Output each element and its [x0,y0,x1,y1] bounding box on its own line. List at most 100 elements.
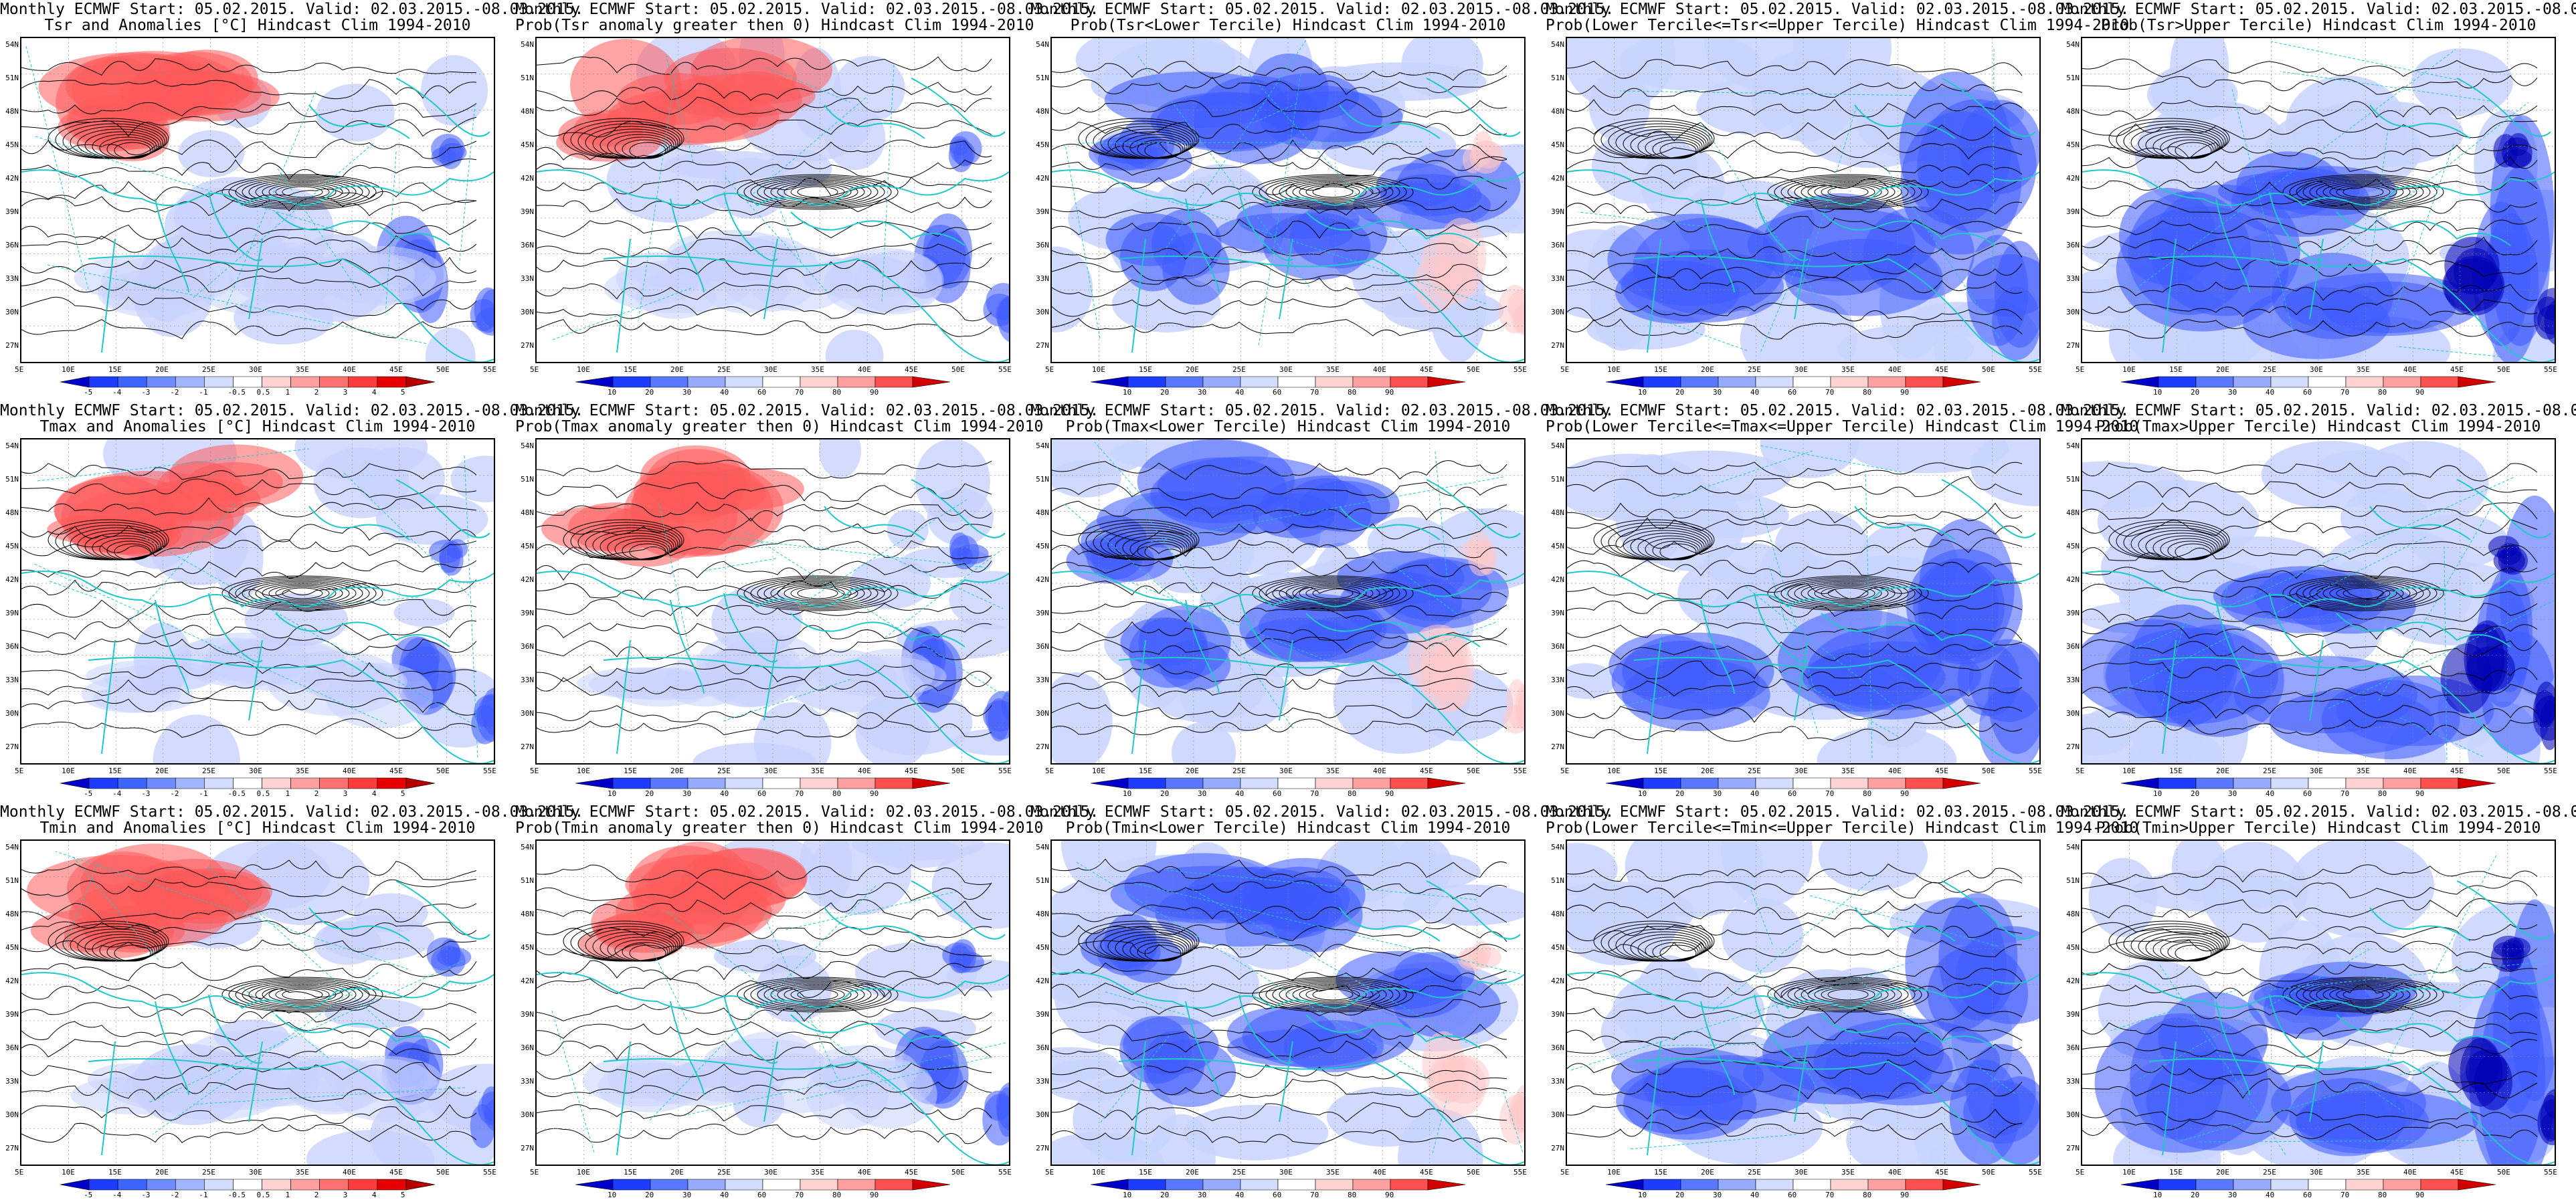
lat-label: 54N [1036,40,1049,49]
lat-label: 42N [521,174,534,183]
colorbar-segment [1718,777,1756,789]
colorbar-segment [2120,376,2159,388]
lon-label: 30E [1795,1168,1808,1177]
map-field [1538,0,2053,393]
lon-label: 10E [1092,365,1105,374]
lon-label: 25E [2263,1168,2276,1177]
lat-label: 51N [2066,475,2080,484]
colorbar-segment [1315,376,1354,388]
lon-label: 40E [1373,767,1386,775]
lon-label: 10E [1607,1168,1621,1177]
lat-label: 51N [1551,876,1564,885]
colorbar-segment [2383,777,2421,789]
lat-label: 39N [5,207,19,216]
lon-label: 55E [1513,1168,1527,1177]
colorbar-segment [1127,1179,1166,1191]
colorbar-segment [2308,376,2347,388]
colorbar-label: 0.5 [256,789,270,798]
colorbar [1605,777,1981,789]
lon-label: 45E [2450,767,2464,775]
colorbar-label: 10 [1123,388,1132,397]
lat-label: 39N [2066,1010,2080,1019]
lon-label: 30E [764,1168,777,1177]
lon-label: 5E [1045,365,1054,374]
lat-label: 42N [521,575,534,584]
lon-label: 5E [1560,767,1570,775]
colorbar-label: 40 [2266,388,2275,397]
colorbar [2120,376,2496,388]
colorbar-label: 10 [608,789,617,798]
colorbar-segment [912,777,951,789]
map-area [2022,438,2570,805]
colorbar-segment [1315,1179,1354,1191]
colorbar-label: 80 [1863,789,1872,798]
colorbar-segment [1277,1179,1316,1191]
colorbar-segment [2120,777,2159,789]
colorbar-label: 70 [2340,789,2350,798]
lon-label: 25E [717,767,731,775]
colorbar-label: 40 [1235,1191,1245,1199]
colorbar-segment [377,376,407,388]
colorbar-label: 10 [1638,1191,1647,1199]
lat-label: 48N [2066,107,2080,116]
map-field [2022,439,2570,805]
colorbar-segment [1905,1179,1944,1191]
colorbar-segment [875,1179,913,1191]
panel-subtitle: Prob(Tsr<Lower Tercile) Hindcast Clim 19… [1070,17,1506,34]
lat-label: 42N [5,575,19,584]
colorbar-segment [2195,376,2234,388]
lat-label: 30N [1036,308,1049,316]
colorbar [575,777,951,789]
lat-label: 39N [5,609,19,617]
lon-label: 25E [1232,767,1246,775]
lon-label: 50E [436,767,450,775]
colorbar [575,1179,951,1191]
colorbar-label: 90 [870,789,879,798]
colorbar-label: 5 [400,789,405,798]
lon-label: 30E [1279,365,1293,374]
colorbar-segment [1718,1179,1756,1191]
map-area [1538,0,2053,393]
lon-label: 35E [811,365,824,374]
colorbar-segment [117,1179,147,1191]
lon-label: 10E [2122,767,2136,775]
colorbar-segment [2233,1179,2272,1191]
lat-label: 27N [521,341,534,350]
colorbar-label: 80 [1348,388,1357,397]
lon-label: 40E [2403,1168,2417,1177]
map-area [1018,24,1584,364]
lon-label: 50E [951,767,965,775]
colorbar-segment [146,1179,176,1191]
colorbar-segment [60,1179,90,1191]
lon-label: 40E [858,1168,871,1177]
colorbar-label: 80 [832,789,842,798]
colorbar-label: 80 [2378,388,2387,397]
colorbar-segment [1240,777,1279,789]
lat-label: 51N [5,876,19,885]
lon-label: 40E [1888,365,1902,374]
colorbar-label: 10 [1123,789,1132,798]
colorbar-label: 20 [1675,789,1685,798]
colorbar-segment [725,376,763,388]
colorbar-label: 5 [400,1191,405,1199]
lat-label: 33N [2066,1077,2080,1086]
colorbar-segment [762,777,801,789]
lon-label: 50E [2497,767,2510,775]
colorbar-label: 10 [2153,388,2163,397]
lon-label: 45E [1420,365,1433,374]
lat-label: 45N [1036,943,1049,952]
lon-label: 15E [108,365,122,374]
colorbar-segment [725,777,763,789]
map-panel-tsr-3: Monthly ECMWF Start: 05.02.2015. Valid: … [1018,0,1614,401]
lat-label: 30N [1551,308,1564,316]
map-area [1010,427,1551,784]
lat-label: 42N [1551,174,1564,183]
colorbar-label: 60 [2303,1191,2312,1199]
lon-label: 20E [670,365,684,374]
colorbar-label: 90 [1900,388,1910,397]
lon-label: 55E [1513,767,1527,775]
lon-label: 40E [1888,1168,1902,1177]
colorbar-label: 4 [371,789,377,798]
lat-label: 48N [1551,910,1564,918]
